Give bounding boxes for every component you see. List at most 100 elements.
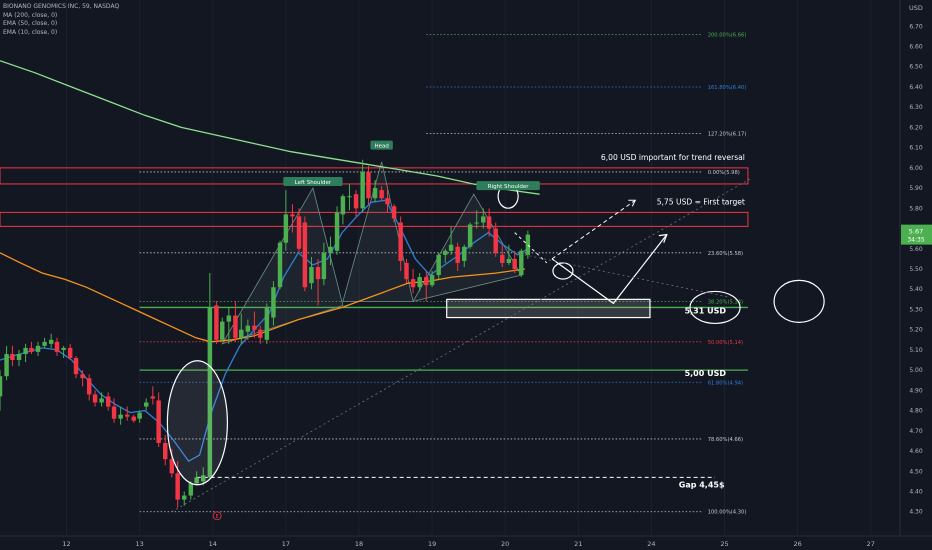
- price-tick: 6.70: [909, 23, 923, 30]
- candle-body: [252, 325, 257, 330]
- candle-body: [137, 412, 142, 419]
- dashed-breakout-arrow: [551, 199, 636, 260]
- time-tick: 17: [282, 540, 290, 548]
- support-500-label: 5,00 USD: [685, 369, 727, 378]
- candle-body: [385, 198, 390, 205]
- candle-body: [233, 315, 238, 338]
- candle-body: [99, 398, 104, 403]
- candle-body: [258, 329, 263, 338]
- countdown-label: 34:35: [907, 237, 924, 244]
- candle-body: [315, 266, 321, 280]
- price-tick: 4.90: [909, 387, 923, 394]
- left-shoulder-label: Left Shoulder: [295, 180, 332, 186]
- resistance-zone-575: [0, 211, 749, 227]
- time-axis[interactable]: 12 13 14 17 18 19 20 21 24 25 26 27: [0, 535, 932, 550]
- candle-body: [0, 376, 3, 397]
- time-tick: 25: [720, 540, 728, 548]
- candle-body: [443, 250, 448, 255]
- rising-trendline: [171, 177, 752, 513]
- candle-body: [328, 246, 333, 253]
- resistance-zone-6: [0, 167, 749, 185]
- gap-label: Gap 4,45$: [679, 480, 725, 489]
- fib-label: 23.60%(5.58): [708, 251, 743, 257]
- candle-body: [334, 212, 340, 251]
- ema50-legend[interactable]: EMA (50, close, 0): [3, 20, 58, 28]
- candle-body: [417, 277, 422, 288]
- candle-body: [92, 394, 98, 403]
- candle-body: [4, 353, 9, 377]
- time-tick: 21: [574, 540, 582, 548]
- time-tick: 19: [428, 540, 436, 548]
- time-tick: 26: [794, 540, 802, 548]
- price-tick: 4.30: [909, 509, 923, 516]
- candle-body: [271, 287, 276, 318]
- candle-body: [391, 206, 397, 219]
- candle-body: [321, 252, 327, 280]
- candle-body: [398, 222, 403, 261]
- price-axis[interactable]: USD 4.30 4.40 4.50 4.60 4.70 4.80 4.90 5.00 5.10 5…: [899, 0, 932, 550]
- candle-body: [474, 222, 479, 224]
- vertical-grid: [66, 0, 872, 536]
- projection-arrow: [551, 234, 668, 305]
- candle-body: [42, 341, 47, 346]
- head-badge: [370, 140, 393, 150]
- earnings-marker-label: E: [216, 514, 219, 520]
- candle-body: [500, 254, 505, 263]
- candle-body: [462, 246, 467, 261]
- fib-382-ellipse: [773, 279, 825, 323]
- candle-body: [220, 321, 225, 340]
- candle-body: [48, 339, 54, 344]
- right-shoulder-badge: [476, 181, 540, 191]
- candle-body: [156, 400, 161, 443]
- candle-body: [366, 171, 371, 199]
- indicator-legend: BIONANO GENOMICS INC, 59, NASDAQ MA (200…: [3, 3, 119, 37]
- candle-body: [169, 459, 175, 474]
- fibonacci-levels: 0.00%(5.98) 23.60%(5.58) 38.20%(5.34) 50.00…: [139, 32, 747, 516]
- left-shoulder-triangle: [221, 187, 344, 345]
- trend-reversal-label: 6,00 USD important for trend reversal: [601, 153, 745, 162]
- time-axis-panel: [0, 536, 932, 550]
- candle-body: [245, 325, 251, 332]
- fib-label: 38.20%(5.34): [708, 299, 743, 305]
- price-tick: 5.10: [909, 347, 923, 354]
- candle-body: [486, 216, 492, 229]
- candle-body: [150, 396, 156, 399]
- candle-body: [347, 196, 352, 198]
- price-tick: 5.60: [909, 246, 923, 253]
- fib-label: 0.00%(5.98): [708, 170, 740, 176]
- symbol-title: BIONANO GENOMICS INC, 59, NASDAQ: [3, 3, 120, 10]
- candle-body: [67, 347, 73, 359]
- dashed-arrow-head: [628, 199, 637, 207]
- ema10-legend[interactable]: EMA (10, close, 0): [3, 28, 58, 36]
- price-tick: 5.80: [909, 205, 923, 212]
- candle-body: [194, 477, 199, 484]
- candle-body: [455, 246, 460, 263]
- first-target-label: 5,75 USD = First target: [657, 197, 745, 206]
- candle-body: [309, 266, 314, 284]
- candle-body: [54, 341, 60, 352]
- candle-body: [182, 495, 187, 500]
- price-tick: 4.60: [909, 448, 923, 455]
- price-tick: 5.50: [909, 266, 923, 273]
- candle-body: [340, 196, 346, 215]
- candle-body: [143, 402, 149, 407]
- dashed-neckline-arrow: [514, 232, 548, 264]
- candle-body: [493, 228, 498, 253]
- candle-body: [264, 307, 270, 340]
- fib-label: 127.20%(6.17): [708, 131, 747, 137]
- support-531-label: 5,31 USD: [685, 307, 727, 316]
- time-tick: 24: [647, 540, 655, 548]
- last-price-badge: [901, 224, 932, 245]
- candle-body: [175, 473, 180, 500]
- price-tick: 4.70: [909, 428, 923, 435]
- price-tick: 6.00: [909, 165, 923, 172]
- candle-body: [29, 347, 34, 352]
- candle-body: [111, 406, 117, 419]
- price-tick: 4.40: [909, 489, 923, 496]
- earnings-marker[interactable]: [212, 511, 222, 521]
- currency-label: USD: [909, 4, 923, 12]
- candle-body: [188, 483, 194, 496]
- time-tick: 27: [867, 540, 875, 548]
- ma200-legend[interactable]: MA (200, close, 0): [3, 11, 58, 19]
